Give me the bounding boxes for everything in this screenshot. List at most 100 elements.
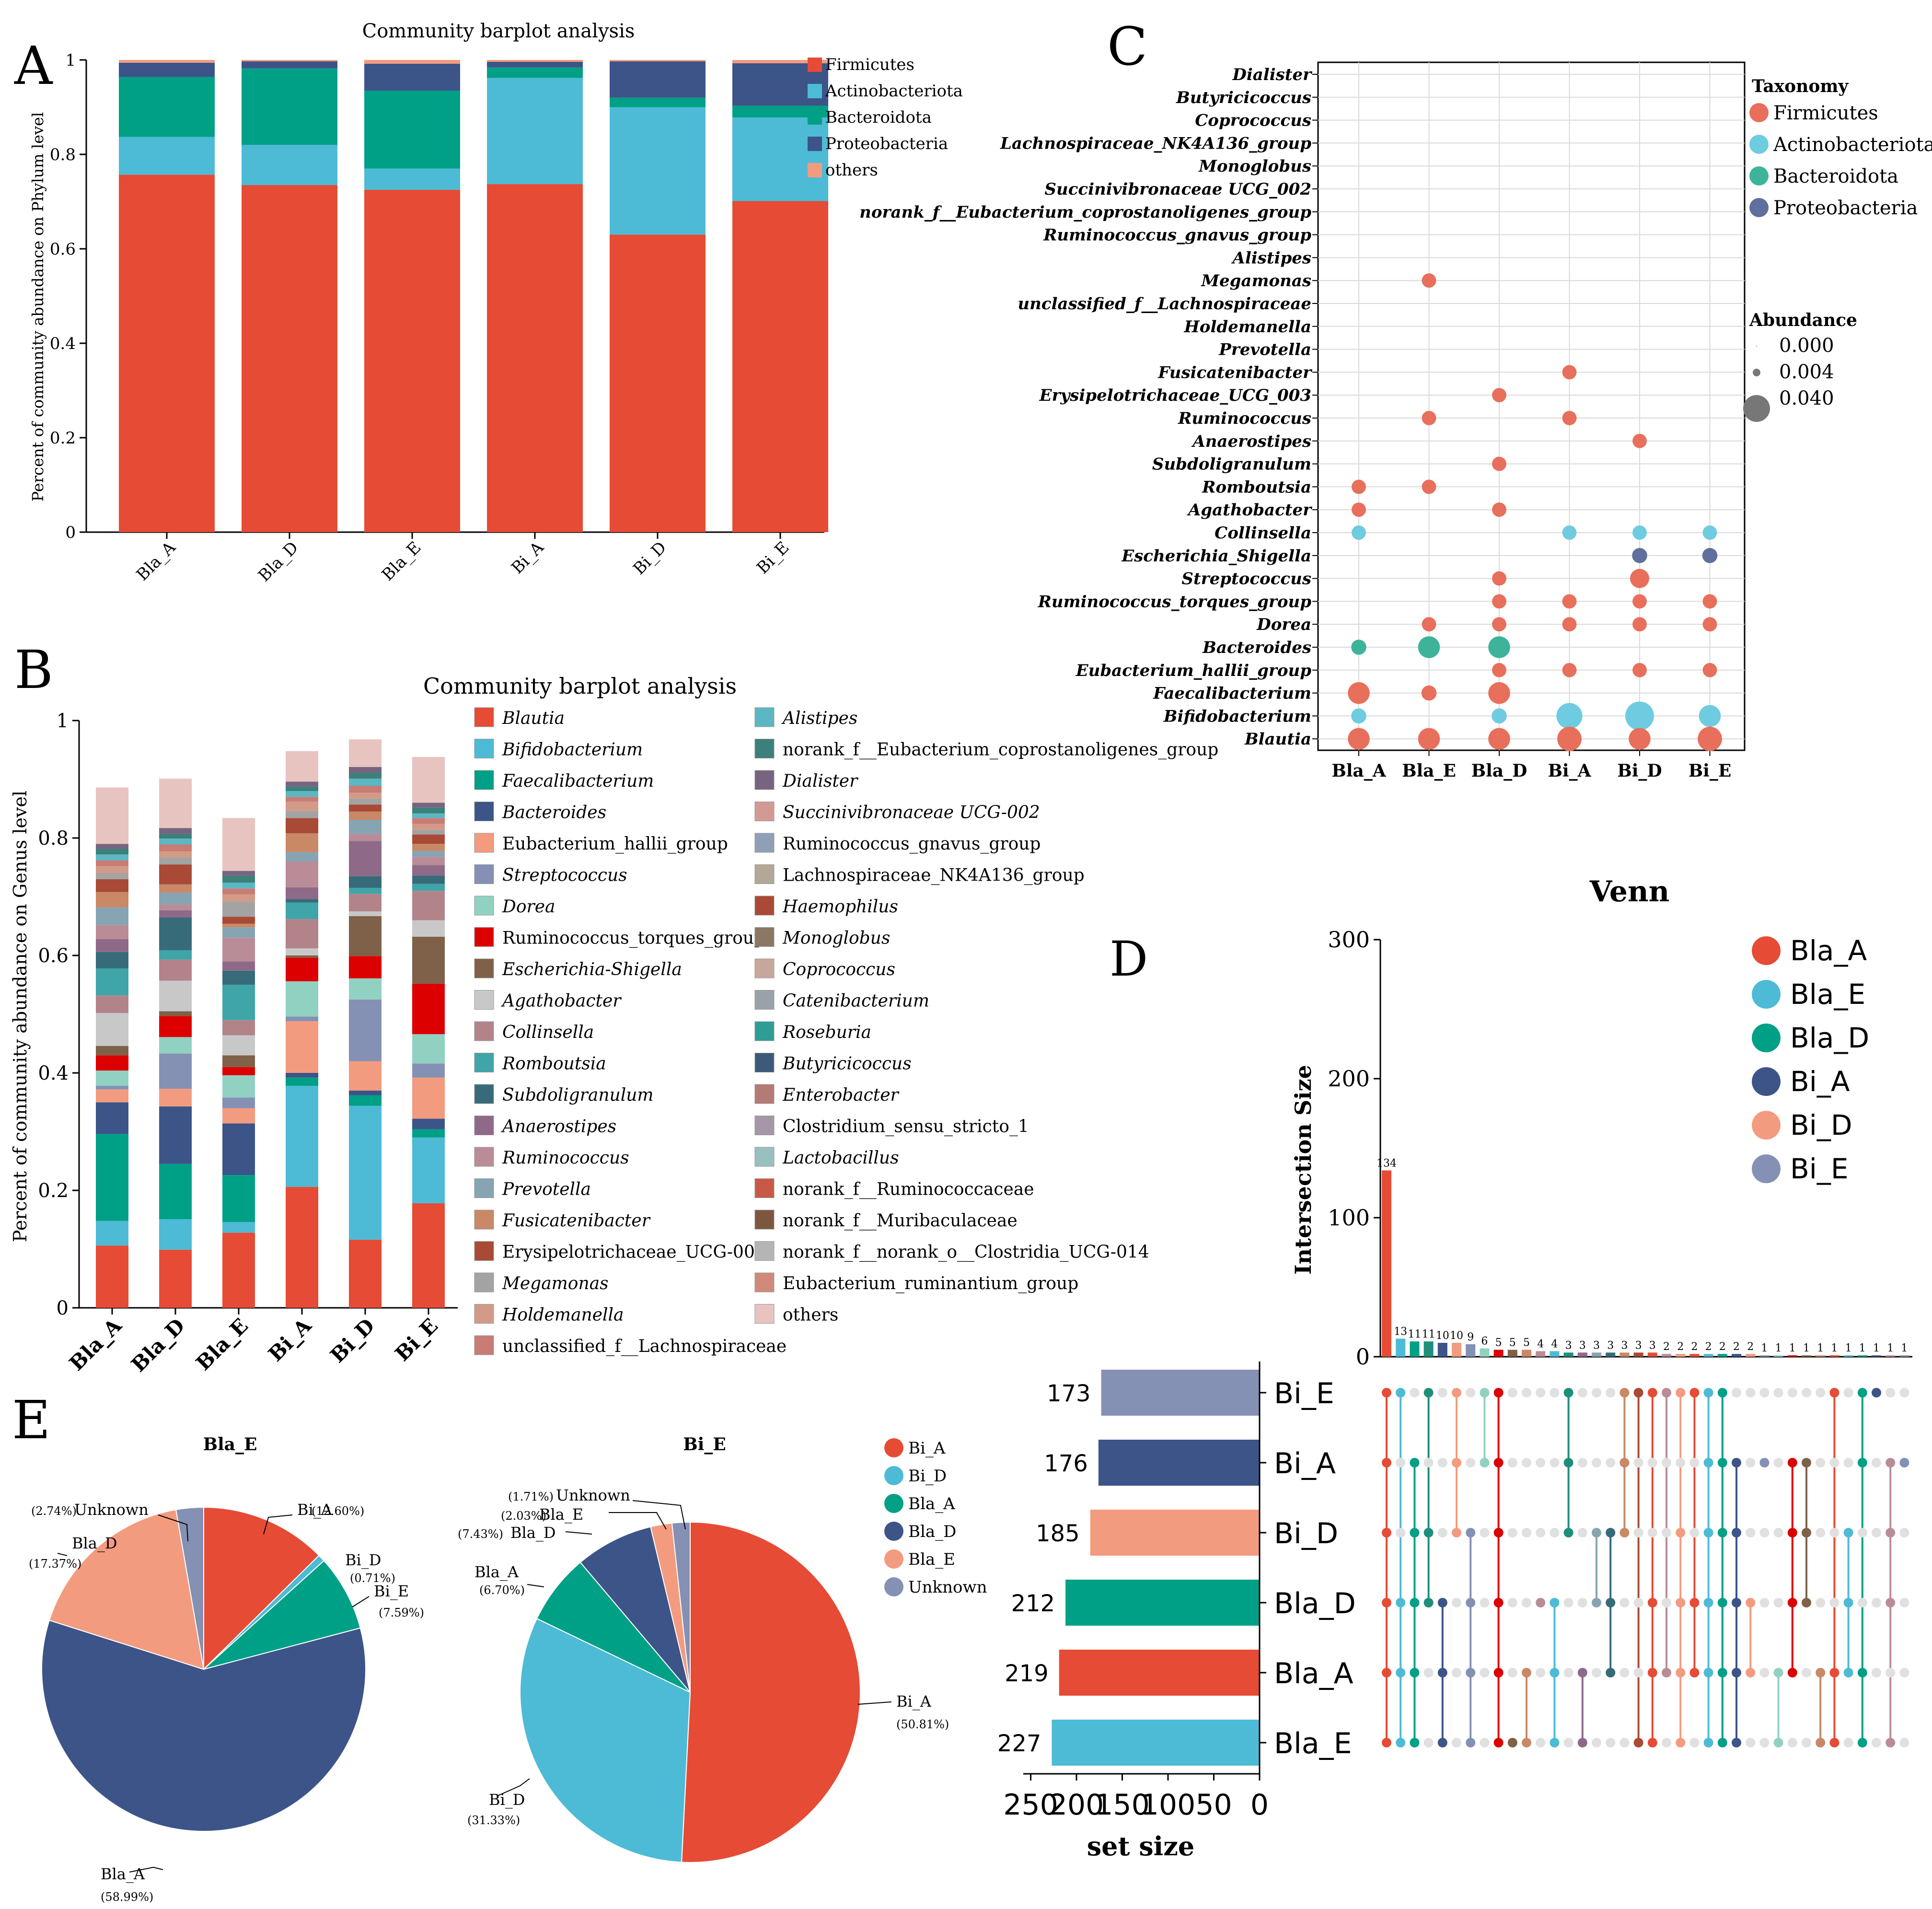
matrix-dot [1872, 1528, 1881, 1537]
matrix-dot [1872, 1738, 1881, 1747]
bar-segment-unclassified_f__lachnospiraceae [412, 818, 445, 824]
bubble-firmicutes [1492, 663, 1506, 677]
bar-segment-proteobacteria [119, 62, 215, 77]
bar-segment-dialister [96, 844, 128, 849]
intersection-bar [1480, 1348, 1490, 1357]
legend-label: Butyricicoccus [782, 1054, 912, 1074]
matrix-dot-active [1787, 1528, 1797, 1537]
legend-swatch [474, 958, 494, 978]
pie-slice-bla_d [48, 1509, 205, 1670]
matrix-dot [1647, 1458, 1657, 1467]
bubble-firmicutes [1492, 502, 1506, 517]
slice-percent: (12.60%) [312, 1504, 364, 1518]
matrix-dot-active [1746, 1598, 1756, 1607]
legend-swatch [474, 707, 494, 727]
row-label: Blautia [1244, 730, 1311, 749]
row-label: Butyricicoccus [1176, 88, 1311, 107]
row-label: Eubacterium_hallii_group [1076, 661, 1312, 680]
bar-segment-bifidobacterium [286, 1085, 318, 1187]
slice-percent: (1.71%) [508, 1490, 554, 1503]
bar-segment-streptococcus [349, 999, 382, 1061]
matrix-dot-active [1452, 1458, 1461, 1467]
x-tick-label: 100 [1141, 1788, 1196, 1822]
legend-label: Fusicatenibacter [502, 1211, 651, 1231]
legend-swatch [474, 1304, 494, 1324]
intersection-count: 5 [1509, 1337, 1516, 1349]
row-label: Agathobacter [1187, 501, 1312, 520]
slice-percent: (17.37%) [29, 1557, 81, 1571]
set-size-value: 227 [997, 1730, 1041, 1757]
intersection-bar [1689, 1354, 1700, 1357]
intersection-count: 13 [1394, 1326, 1407, 1338]
matrix-dot [1886, 1668, 1896, 1677]
legend-dot [1752, 980, 1781, 1009]
legend-swatch [474, 1178, 494, 1198]
bar-segment-ruminococcus [222, 938, 255, 962]
legend-swatch [808, 58, 822, 72]
matrix-dot [1550, 1528, 1560, 1537]
bubble-actinobacteriota [1556, 703, 1583, 729]
legend-swatch [474, 1116, 494, 1135]
matrix-dot [1507, 1458, 1517, 1467]
matrix-dot [1522, 1528, 1531, 1537]
matrix-dot-active [1662, 1668, 1671, 1677]
y-tick-label: 1 [65, 51, 76, 70]
x-tick-label: Bla_E [191, 1314, 253, 1375]
matrix-dot-active [1732, 1598, 1741, 1607]
panel-b: B Community barplot analysis Percent of co… [10, 639, 1218, 1376]
y-tick-label: 0.6 [50, 240, 76, 259]
matrix-dot [1857, 1598, 1867, 1607]
bar-segment-ruminococcus [349, 834, 382, 841]
legend-dot [1749, 135, 1769, 154]
bubble-actinobacteriota [1702, 525, 1717, 540]
legend-swatch [754, 958, 775, 978]
bar-segment-eubacterium_hallii_group [286, 1021, 318, 1073]
matrix-dot-active [1536, 1598, 1546, 1607]
bar-segment-subdoligranulum [286, 899, 318, 903]
matrix-dot [1759, 1598, 1770, 1607]
matrix-dot-active [1620, 1388, 1630, 1397]
legend-label: norank_f__Eubacterium_coprostanoligenes_… [783, 740, 1218, 760]
slice-percent: (2.74%) [31, 1504, 77, 1518]
bar-segment-dorea [412, 1034, 445, 1064]
matrix-dot-active [1493, 1458, 1504, 1467]
bar-segment-megamonas [96, 873, 128, 879]
matrix-dot-active [1466, 1738, 1476, 1747]
x-tick-label: Bla_D [127, 1314, 189, 1376]
legend-dot [884, 1466, 903, 1485]
matrix-dot [1746, 1388, 1756, 1397]
bubble-firmicutes [1632, 663, 1647, 677]
intersection-bar [1550, 1351, 1560, 1357]
legend-swatch [754, 990, 775, 1010]
legend-dot [1749, 198, 1769, 217]
bar-segment-bacteroidota [242, 68, 337, 145]
matrix-dot [1592, 1388, 1601, 1397]
bar-segment-dorea [349, 978, 382, 1000]
pie-slice-bla_d [579, 1526, 691, 1693]
bar-segment-norank_f__eubacterium_coprostanoligenes_group [412, 807, 445, 814]
panel-letter: C [1107, 16, 1147, 77]
bar-segment-fusicatenibacter [96, 892, 128, 908]
pie-slice-bi_a [203, 1506, 320, 1671]
legend-label: Eubacterium_hallii_group [502, 834, 728, 854]
bar-segment-streptococcus [159, 1053, 192, 1089]
y-axis-label: Percent of community abundance on Genus … [10, 791, 31, 1242]
bar-segment-erysipelotrichaceae_ucg-003 [412, 834, 445, 844]
bubble-firmicutes [1629, 728, 1651, 750]
legend-label: Alistipes [781, 709, 857, 728]
panel-letter: A [14, 35, 53, 96]
legend-label: Bacteroides [502, 803, 606, 823]
slice-label: Bla_A [474, 1563, 519, 1581]
intersection-count: 1 [1845, 1342, 1852, 1354]
intersection-bar [1522, 1350, 1531, 1357]
bar-segment-romboutsia [349, 888, 382, 894]
bubble-firmicutes [1348, 728, 1370, 750]
matrix-dot [1843, 1458, 1853, 1467]
bar-segment-firmicutes [732, 201, 828, 532]
size-legend-dot [1743, 395, 1770, 422]
matrix-dot-active [1396, 1598, 1406, 1607]
bar-segment-firmicutes [242, 185, 337, 532]
bar-segment-streptococcus [96, 1085, 128, 1090]
bar-segment-subdoligranulum [222, 970, 255, 985]
matrix-dot [1507, 1388, 1517, 1397]
